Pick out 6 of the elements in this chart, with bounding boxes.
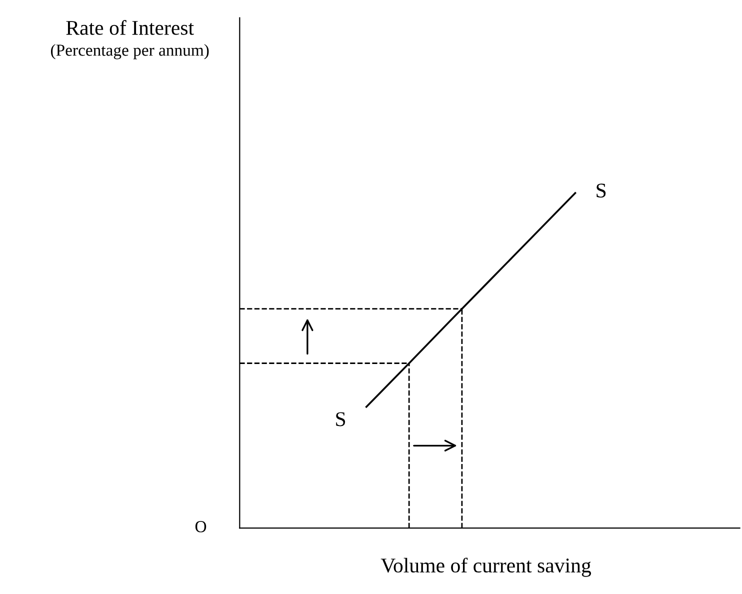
text: S xyxy=(336,412,346,426)
text: (Percentage per annum) xyxy=(50,44,209,60)
series-label: S xyxy=(596,184,606,198)
text: Rate of Interest xyxy=(66,20,194,35)
text: O xyxy=(195,521,206,532)
x-axis-title: Volume of current saving xyxy=(380,558,592,577)
